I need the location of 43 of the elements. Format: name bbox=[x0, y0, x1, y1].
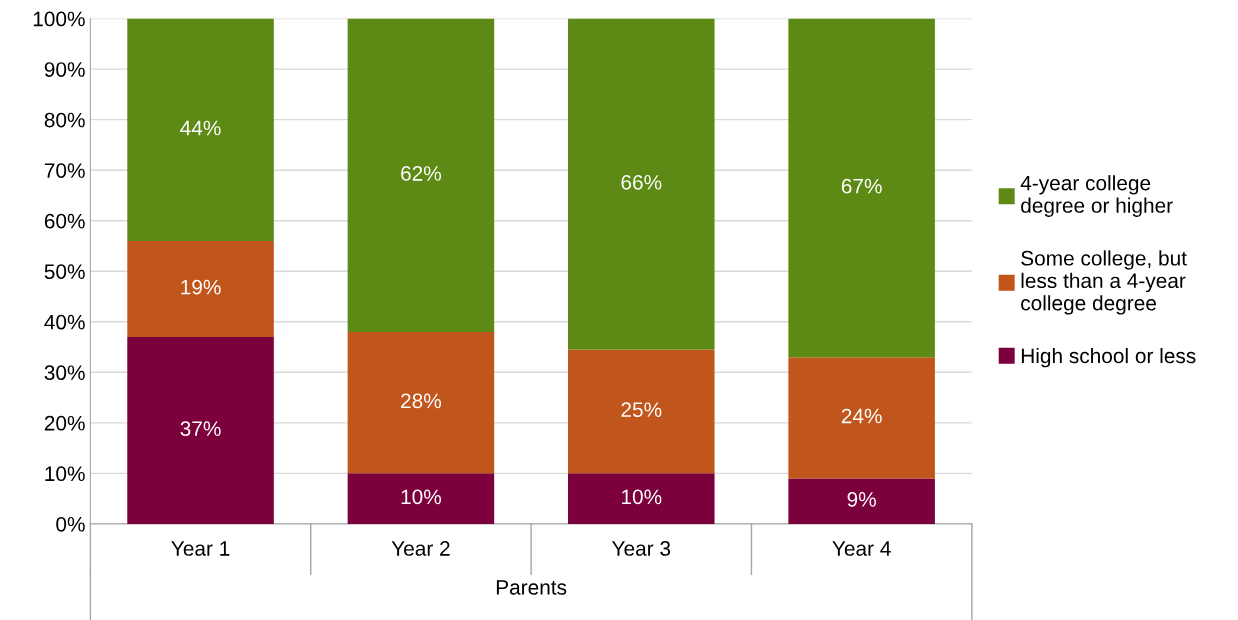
y-tick-label: 90% bbox=[44, 62, 85, 77]
data-label: 28% bbox=[401, 393, 442, 409]
y-tick-label: 100% bbox=[33, 11, 85, 27]
y-tick-label: 80% bbox=[44, 112, 85, 128]
legend-label: High school or less bbox=[1021, 347, 1196, 368]
bar bbox=[347, 18, 495, 332]
y-tick-label: 70% bbox=[44, 163, 85, 178]
bar bbox=[568, 473, 715, 524]
y-tick-label: 10% bbox=[45, 466, 85, 482]
bar bbox=[788, 18, 935, 358]
x-axis-title: Parents bbox=[496, 580, 567, 595]
bar bbox=[127, 18, 274, 241]
bar bbox=[568, 18, 715, 350]
y-tick-label: 40% bbox=[44, 314, 85, 330]
data-label: 44% bbox=[180, 120, 221, 136]
data-label: 24% bbox=[841, 408, 882, 424]
bar bbox=[127, 240, 274, 337]
y-tick-label: 20% bbox=[44, 415, 85, 431]
bar bbox=[788, 357, 935, 479]
bar bbox=[347, 473, 495, 524]
data-label: 66% bbox=[621, 174, 662, 190]
x-tick-label: Year 3 bbox=[612, 541, 671, 556]
legend-label: Some college, but less than a 4-year college degree bbox=[1021, 250, 1187, 315]
data-label: 19% bbox=[181, 279, 221, 295]
y-tick-label: 30% bbox=[44, 365, 85, 381]
y-tick-label: 60% bbox=[44, 213, 85, 229]
data-label: 25% bbox=[621, 402, 662, 418]
y-tick-label: 50% bbox=[44, 264, 85, 279]
data-label: 10% bbox=[622, 489, 662, 505]
data-label: 62% bbox=[401, 166, 442, 181]
data-label: 10% bbox=[401, 489, 442, 505]
data-label: 9% bbox=[847, 492, 876, 507]
data-label: 37% bbox=[180, 421, 221, 437]
data-label: 67% bbox=[841, 178, 882, 194]
bar bbox=[347, 331, 495, 474]
bar bbox=[127, 336, 274, 524]
bar bbox=[788, 478, 935, 524]
x-tick-label: Year 1 bbox=[171, 541, 230, 556]
y-tick-label: 0% bbox=[56, 516, 85, 532]
x-tick-label: Year 4 bbox=[832, 541, 891, 556]
x-tick-label: Year 2 bbox=[391, 541, 450, 556]
bar bbox=[568, 349, 715, 474]
legend-label: 4-year college degree or higher bbox=[1020, 175, 1173, 217]
